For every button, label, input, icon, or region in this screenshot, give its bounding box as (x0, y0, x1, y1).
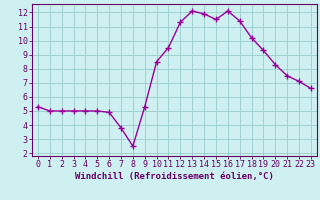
X-axis label: Windchill (Refroidissement éolien,°C): Windchill (Refroidissement éolien,°C) (75, 172, 274, 181)
